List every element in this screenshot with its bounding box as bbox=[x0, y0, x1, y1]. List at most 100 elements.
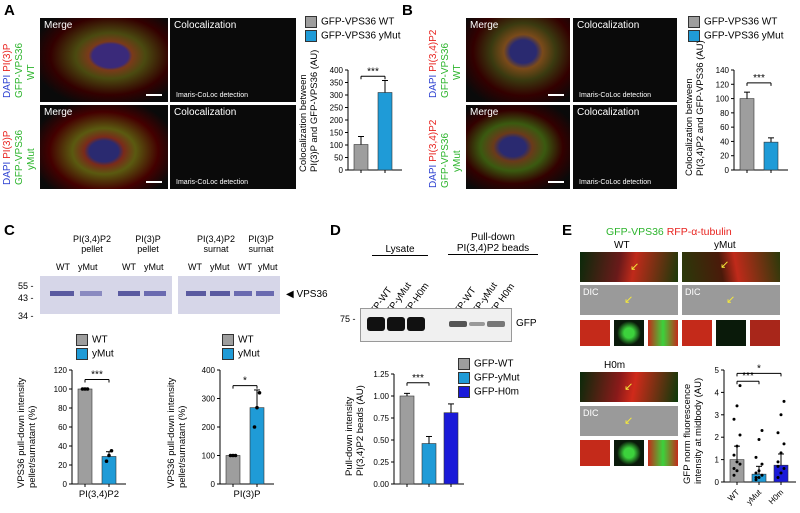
panel-d-blot bbox=[360, 308, 512, 342]
panel-d-lysate: Lysate bbox=[372, 244, 428, 256]
y-tick-label: 300 bbox=[330, 91, 344, 100]
y-tick-label: 300 bbox=[202, 395, 216, 404]
replicate-dot bbox=[252, 425, 257, 429]
y-tick-label: 0 bbox=[63, 480, 68, 489]
panel-b-ylabel: Colocalization between PI(3,4)P2 and GFP-… bbox=[684, 40, 706, 176]
replicate-dot bbox=[104, 459, 109, 463]
y-tick-label: 100 bbox=[54, 385, 68, 394]
panel-c-legend-2: WT yMut bbox=[222, 334, 260, 362]
data-dot bbox=[782, 399, 786, 403]
sig-label: * bbox=[243, 376, 247, 387]
y-tick-label: 20 bbox=[720, 152, 729, 161]
data-dot bbox=[732, 467, 736, 471]
panel-c-gel-left bbox=[40, 276, 172, 314]
x-tick-label: H0m bbox=[767, 488, 786, 507]
data-dot bbox=[738, 462, 742, 466]
data-dot bbox=[776, 460, 780, 464]
panel-c-mw: 55 -43 -34 - bbox=[18, 281, 34, 321]
panel-c-band-label: ◀ VPS36 bbox=[286, 289, 328, 300]
panel-a-label: A bbox=[4, 2, 15, 19]
panel-b-legend: GFP-VPS36 WT GFP-VPS36 yMut bbox=[688, 16, 783, 44]
panel-e-title: GFP-VPS36 RFP-α-tubulin bbox=[606, 226, 732, 238]
y-tick-label: 400 bbox=[202, 366, 216, 375]
legend-item-wt: WT bbox=[222, 334, 260, 346]
y-tick-label: 60 bbox=[58, 423, 67, 432]
replicate-dot bbox=[109, 448, 114, 453]
panel-b-row2-label: DAPI PI(3,4)P2 bbox=[428, 119, 439, 188]
panel-a-ylabel: Colocalization between PI(3)P and GFP-VPS… bbox=[298, 49, 320, 172]
legend-item-ymut: GFP-VPS36 yMut bbox=[305, 30, 400, 42]
y-tick-label: 40 bbox=[58, 442, 67, 451]
y-tick-label: 200 bbox=[330, 116, 344, 125]
y-tick-label: 140 bbox=[716, 66, 730, 75]
sig-label: *** bbox=[412, 373, 424, 384]
panel-e-wt-crop-green bbox=[614, 320, 644, 346]
data-dot bbox=[757, 437, 761, 441]
panel-b-merge-wt-image: Merge bbox=[466, 18, 570, 102]
panel-e-wt-dic: DIC ↙ bbox=[580, 285, 678, 315]
data-dot bbox=[757, 476, 761, 480]
data-dot bbox=[738, 384, 742, 388]
panel-b-coloc-ymut-image: Colocalization Imaris-CoLoc detection bbox=[573, 105, 677, 189]
data-dot bbox=[779, 451, 783, 455]
panel-a-row1-geno: WT bbox=[26, 64, 37, 80]
panel-e-h0m-fluor: ↙ bbox=[580, 372, 678, 402]
panel-e-ymut-crop-green bbox=[716, 320, 746, 346]
sig-label: *** bbox=[742, 371, 754, 382]
sig-label: *** bbox=[367, 66, 379, 77]
lane-label: WT bbox=[188, 262, 202, 272]
arrow-icon: ↙ bbox=[720, 259, 730, 271]
panel-e-wt-fluor: ↙ bbox=[580, 252, 678, 282]
panel-c-group-3: PI(3,4)P2 surnat bbox=[196, 234, 236, 254]
panel-b-row1-geno: WT bbox=[452, 64, 463, 80]
data-dot bbox=[735, 469, 739, 473]
data-dot bbox=[757, 469, 761, 473]
panel-d-mw: 75 - bbox=[340, 314, 356, 324]
data-dot bbox=[782, 467, 786, 471]
bar bbox=[399, 395, 415, 485]
y-tick-label: 250 bbox=[330, 104, 344, 113]
y-tick-label: 2 bbox=[715, 433, 720, 442]
legend-item-wt: WT bbox=[76, 334, 114, 346]
bar bbox=[377, 92, 393, 171]
legend-item-wt: GFP-WT bbox=[458, 358, 520, 370]
panel-a-legend: GFP-VPS36 WT GFP-VPS36 yMut bbox=[305, 16, 400, 44]
x-tick-label: WT bbox=[726, 488, 741, 503]
data-dot bbox=[760, 428, 764, 432]
lane-label: yMut bbox=[78, 262, 98, 272]
panel-e-h0m-dic: DIC ↙ bbox=[580, 406, 678, 436]
y-tick-label: 100 bbox=[330, 141, 344, 150]
panel-c-chart2: 0 100 200 300 400 PI(3)P * bbox=[202, 366, 274, 500]
lane-label: yMut bbox=[258, 262, 278, 272]
panel-e-ymut-label: yMut bbox=[714, 240, 736, 251]
legend-item-wt: GFP-VPS36 WT bbox=[305, 16, 400, 28]
panel-a-merge-wt-image: Merge bbox=[40, 18, 168, 102]
panel-b-row2-geno: yMut bbox=[452, 150, 463, 172]
y-tick-label: 50 bbox=[334, 154, 343, 163]
lane-label: WT bbox=[238, 262, 252, 272]
y-tick-label: 400 bbox=[330, 66, 344, 75]
y-tick-label: 0.75 bbox=[373, 414, 389, 423]
panel-d-band-label: GFP bbox=[516, 318, 537, 329]
y-tick-label: 100 bbox=[716, 95, 730, 104]
panel-d-chart: 0.00 0.25 0.50 0.75 1.00 1.25 *** bbox=[373, 370, 464, 489]
panel-e-wt-label: WT bbox=[614, 240, 630, 251]
panel-b-row1-gfp: GFP-VPS36 bbox=[440, 42, 451, 98]
data-dot bbox=[779, 413, 783, 417]
y-tick-label: 20 bbox=[58, 461, 67, 470]
x-tick-label: yMut bbox=[745, 487, 764, 506]
replicate-dot bbox=[228, 453, 233, 458]
sig-label: *** bbox=[91, 370, 103, 381]
panel-b-coloc-wt-image: Colocalization Imaris-CoLoc detection bbox=[573, 18, 677, 102]
panel-c-group-4: PI(3)P surnat bbox=[248, 234, 274, 254]
data-dot bbox=[776, 431, 780, 435]
panel-b-row2-gfp: GFP-VPS36 bbox=[440, 132, 451, 188]
data-dot bbox=[735, 404, 739, 408]
panel-d-legend: GFP-WT GFP-yMut GFP-H0m bbox=[458, 358, 520, 400]
panel-e-label: E bbox=[562, 222, 573, 239]
y-tick-label: 150 bbox=[330, 129, 344, 138]
sig-label: *** bbox=[753, 73, 765, 84]
bar bbox=[249, 407, 265, 485]
panel-b-chart: 0 20 40 60 80 100 120 140 *** bbox=[716, 66, 788, 175]
y-tick-label: 0 bbox=[725, 166, 730, 175]
